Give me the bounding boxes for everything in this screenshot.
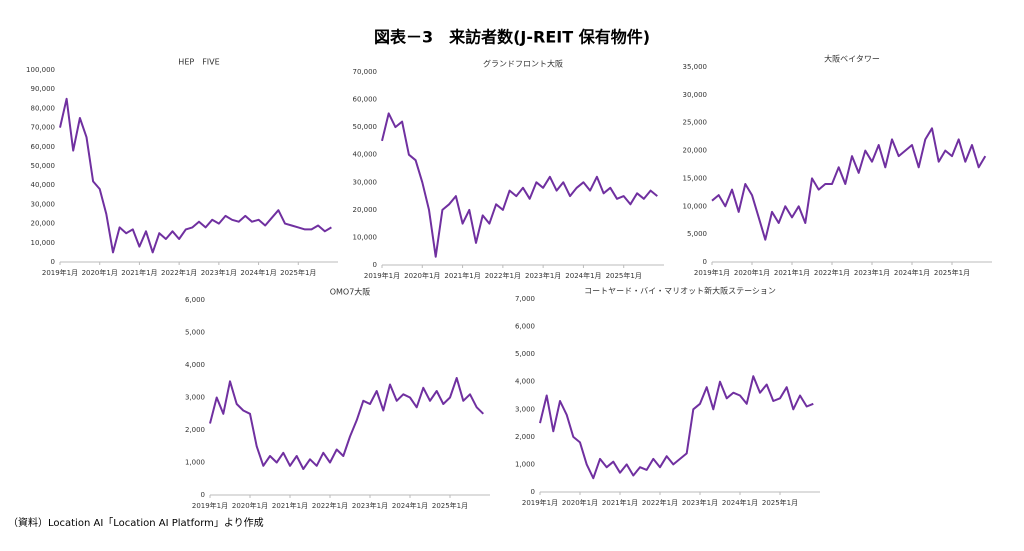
y-tick-label: 40,000 [353, 151, 378, 159]
y-tick-label: 2,000 [515, 433, 535, 441]
x-tick-label: 2024年1月 [894, 268, 930, 277]
chart-title: OMO7大阪 [330, 287, 371, 297]
y-tick-label: 0 [703, 258, 707, 266]
x-tick-label: 2021年1月 [444, 271, 480, 280]
y-tick-label: 0 [51, 258, 55, 266]
y-tick-label: 7,000 [515, 295, 535, 303]
y-tick-label: 5,000 [687, 230, 707, 238]
y-tick-label: 30,000 [31, 200, 56, 208]
y-tick-label: 2,000 [185, 426, 205, 434]
x-tick-label: 2019年1月 [522, 498, 558, 507]
y-tick-label: 60,000 [31, 143, 56, 151]
chart-title: グランドフロント大阪 [483, 59, 563, 69]
x-tick-label: 2025年1月 [280, 268, 316, 277]
figure-title: 図表－3 来訪者数(J-REIT 保有物件) [374, 28, 650, 47]
y-tick-label: 3,000 [185, 394, 205, 402]
source-note: （資料）Location AI「Location AI Platform」より作… [8, 516, 264, 529]
y-tick-label: 6,000 [185, 296, 205, 304]
x-tick-label: 2019年1月 [364, 271, 400, 280]
y-tick-label: 30,000 [353, 178, 378, 186]
y-tick-label: 20,000 [31, 220, 56, 228]
x-tick-label: 2020年1月 [734, 268, 770, 277]
x-tick-label: 2022年1月 [814, 268, 850, 277]
y-tick-label: 0 [201, 491, 205, 499]
y-tick-label: 40,000 [31, 181, 56, 189]
x-tick-label: 2020年1月 [82, 268, 118, 277]
data-line [711, 127, 987, 241]
chart-title: コートヤード・バイ・マリオット新大阪ステーション [584, 286, 776, 296]
y-tick-label: 3,000 [515, 405, 535, 413]
x-tick-label: 2023年1月 [201, 268, 237, 277]
x-tick-label: 2020年1月 [404, 271, 440, 280]
x-tick-label: 2025年1月 [606, 271, 642, 280]
y-tick-label: 0 [531, 488, 535, 496]
x-tick-label: 2025年1月 [762, 498, 798, 507]
y-tick-label: 10,000 [353, 233, 378, 241]
y-tick-label: 60,000 [353, 96, 378, 104]
chart-title: HEP FIVE [178, 58, 219, 67]
x-tick-label: 2023年1月 [525, 271, 561, 280]
x-tick-label: 2024年1月 [392, 501, 428, 510]
y-tick-label: 35,000 [683, 63, 708, 71]
y-tick-label: 15,000 [683, 174, 708, 182]
x-tick-label: 2024年1月 [722, 498, 758, 507]
y-tick-label: 20,000 [353, 206, 378, 214]
y-tick-label: 20,000 [683, 147, 708, 155]
y-tick-label: 6,000 [515, 323, 535, 331]
y-tick-label: 0 [373, 261, 377, 269]
y-tick-label: 50,000 [31, 162, 56, 170]
y-tick-label: 30,000 [683, 91, 708, 99]
y-tick-label: 4,000 [185, 361, 205, 369]
x-tick-label: 2022年1月 [161, 268, 197, 277]
x-tick-label: 2022年1月 [642, 498, 678, 507]
x-tick-label: 2019年1月 [192, 501, 228, 510]
x-tick-label: 2024年1月 [240, 268, 276, 277]
x-tick-label: 2021年1月 [272, 501, 308, 510]
x-tick-label: 2023年1月 [682, 498, 718, 507]
x-tick-label: 2024年1月 [565, 271, 601, 280]
y-tick-label: 5,000 [515, 350, 535, 358]
y-tick-label: 80,000 [31, 104, 56, 112]
chart-title: 大阪ベイタワー [824, 54, 880, 64]
x-tick-label: 2020年1月 [562, 498, 598, 507]
x-tick-label: 2022年1月 [312, 501, 348, 510]
data-line [381, 112, 658, 258]
y-tick-label: 70,000 [353, 68, 378, 76]
x-tick-label: 2019年1月 [42, 268, 78, 277]
x-tick-label: 2023年1月 [352, 501, 388, 510]
x-tick-label: 2021年1月 [121, 268, 157, 277]
y-tick-label: 4,000 [515, 378, 535, 386]
y-tick-label: 50,000 [353, 123, 378, 131]
x-tick-label: 2022年1月 [485, 271, 521, 280]
y-tick-label: 5,000 [185, 329, 205, 337]
data-line [209, 377, 485, 470]
y-tick-label: 90,000 [31, 85, 56, 93]
y-tick-label: 70,000 [31, 124, 56, 132]
y-tick-label: 1,000 [515, 460, 535, 468]
x-tick-label: 2020年1月 [232, 501, 268, 510]
x-tick-label: 2025年1月 [432, 501, 468, 510]
y-tick-label: 1,000 [185, 459, 205, 467]
x-tick-label: 2025年1月 [934, 268, 970, 277]
y-tick-label: 10,000 [683, 202, 708, 210]
x-tick-label: 2023年1月 [854, 268, 890, 277]
x-tick-label: 2021年1月 [602, 498, 638, 507]
data-line [59, 97, 332, 254]
y-tick-label: 25,000 [683, 119, 708, 127]
x-tick-label: 2019年1月 [694, 268, 730, 277]
y-tick-label: 10,000 [31, 239, 56, 247]
y-tick-label: 100,000 [26, 66, 55, 74]
data-line [539, 375, 814, 480]
x-tick-label: 2021年1月 [774, 268, 810, 277]
